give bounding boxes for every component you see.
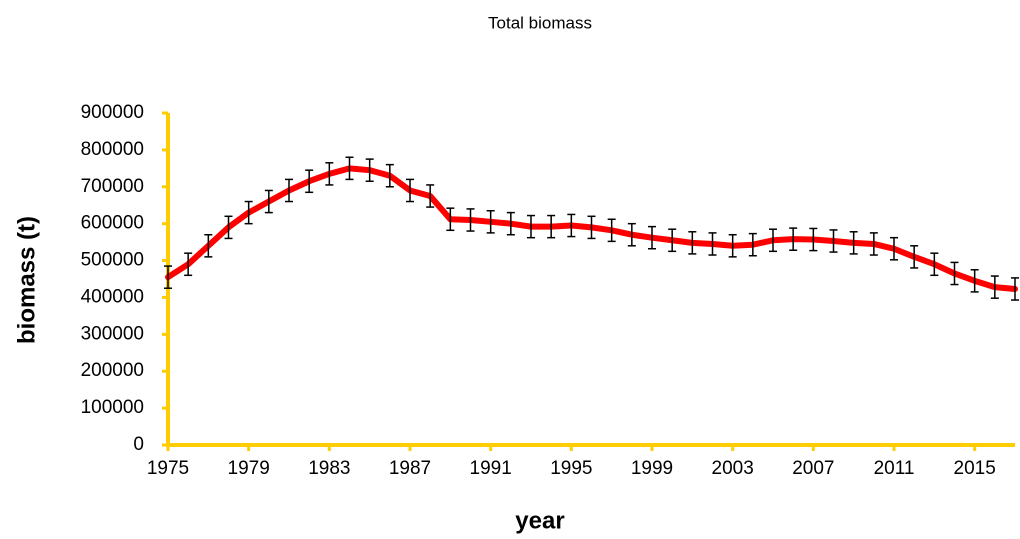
error-bar	[708, 232, 717, 256]
error-bar	[627, 222, 636, 247]
y-tick-label: 800000	[81, 139, 144, 160]
error-bar	[829, 229, 838, 253]
error-bar	[547, 214, 556, 239]
error-bar	[224, 215, 233, 240]
x-tick-label: 2011	[874, 458, 915, 479]
error-bar	[325, 162, 334, 186]
error-bar	[869, 232, 878, 256]
y-tick-label: 100000	[81, 397, 144, 418]
error-bar	[970, 269, 979, 293]
x-axis-title: year	[515, 507, 564, 534]
y-tick-label: 900000	[81, 102, 144, 123]
error-bar	[849, 231, 858, 255]
x-tick-label: 1983	[308, 458, 350, 479]
y-tick-label: 400000	[81, 286, 144, 307]
error-bar	[950, 261, 959, 286]
error-bar	[365, 158, 374, 182]
x-tick-label: 1995	[550, 458, 592, 479]
error-bar	[1011, 277, 1019, 301]
error-bar	[385, 163, 394, 188]
x-tick-label: 1979	[228, 458, 270, 479]
error-bar	[890, 236, 898, 261]
y-tick-label: 0	[133, 434, 144, 455]
x-tick-label: 2015	[954, 458, 996, 479]
error-bar	[668, 228, 677, 253]
error-bar	[244, 200, 253, 225]
y-tick-label: 300000	[81, 323, 144, 344]
chart-title: Total biomass	[488, 13, 592, 32]
error-bar	[446, 207, 455, 232]
error-bar	[345, 156, 354, 181]
error-bar	[728, 233, 737, 258]
error-bar	[910, 245, 919, 269]
error-bar	[748, 232, 757, 257]
error-bar	[305, 169, 314, 194]
error-bar	[607, 218, 616, 243]
x-tick-label: 2007	[792, 458, 834, 479]
x-tick-label: 1987	[389, 458, 431, 479]
y-tick-label: 600000	[81, 213, 144, 234]
y-axis-title: biomass (t)	[13, 216, 40, 344]
error-bar	[285, 178, 293, 203]
error-bar	[184, 252, 193, 277]
error-bar	[406, 178, 414, 203]
error-bar	[930, 252, 939, 277]
error-bar	[587, 215, 596, 240]
error-bar	[164, 265, 172, 289]
error-bar	[486, 210, 495, 234]
error-bar	[527, 214, 535, 239]
x-tick-label: 1999	[631, 458, 673, 479]
error-bar	[567, 213, 576, 238]
x-tick-label: 2003	[712, 458, 754, 479]
error-bar	[264, 189, 273, 214]
error-bar	[990, 275, 999, 299]
y-tick-label: 500000	[81, 250, 144, 271]
y-tick-label: 200000	[81, 360, 144, 381]
error-bar	[809, 227, 818, 252]
x-tick-label: 1975	[147, 458, 189, 479]
y-tick-label: 700000	[81, 176, 144, 197]
error-bar	[204, 233, 213, 258]
error-bar	[648, 225, 656, 250]
error-bar	[789, 227, 798, 251]
error-bar	[506, 211, 515, 236]
error-bar	[466, 208, 475, 232]
error-bar	[688, 231, 697, 255]
error-bar	[426, 184, 435, 208]
x-tick-label: 1991	[470, 458, 512, 479]
error-bar	[769, 228, 777, 253]
